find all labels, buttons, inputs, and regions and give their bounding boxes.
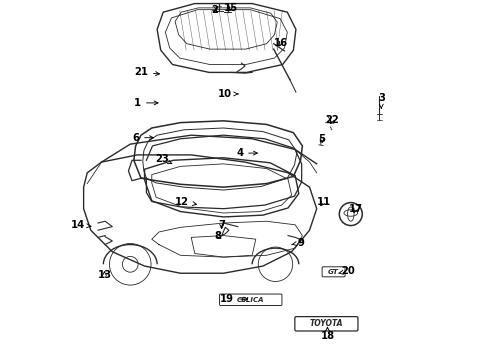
Text: 23: 23 — [155, 154, 172, 164]
Text: 4: 4 — [236, 148, 257, 158]
Text: 21: 21 — [134, 67, 159, 77]
Text: 5: 5 — [318, 134, 325, 144]
Text: 18: 18 — [320, 327, 335, 341]
Text: 10: 10 — [218, 89, 238, 99]
Text: 14: 14 — [71, 220, 91, 230]
Text: 22: 22 — [325, 115, 339, 125]
Text: 2: 2 — [211, 5, 218, 15]
Text: 7: 7 — [218, 220, 225, 230]
Text: 12: 12 — [175, 197, 196, 207]
Text: 16: 16 — [274, 38, 288, 48]
Text: 1: 1 — [134, 98, 158, 108]
Text: 6: 6 — [132, 133, 153, 143]
Text: 13: 13 — [98, 270, 111, 280]
Text: 20: 20 — [339, 266, 355, 276]
Text: CELICA: CELICA — [237, 297, 265, 303]
Text: 15: 15 — [223, 3, 238, 13]
Text: 3: 3 — [378, 93, 385, 108]
Text: 8: 8 — [215, 231, 221, 240]
Text: 19: 19 — [220, 294, 247, 304]
Text: TOYOTA: TOYOTA — [310, 319, 343, 328]
Text: 9: 9 — [292, 238, 304, 248]
Text: 17: 17 — [348, 204, 363, 215]
Text: GT: GT — [328, 269, 339, 275]
Text: 11: 11 — [317, 197, 331, 207]
